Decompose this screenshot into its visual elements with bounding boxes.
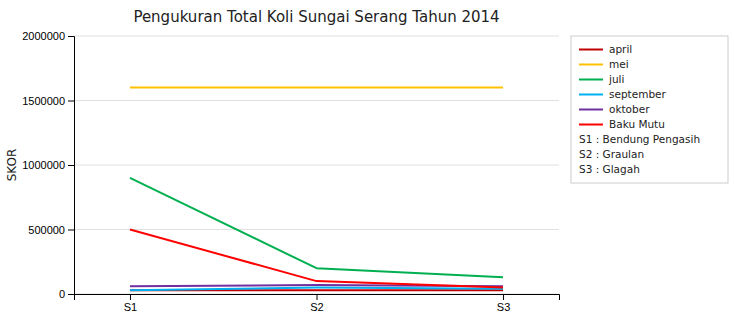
series-line <box>130 288 503 291</box>
y-tick-label: 1000000 <box>22 159 65 171</box>
legend-label: september <box>609 88 667 100</box>
legend-label: april <box>609 43 632 55</box>
y-tick: 1500000 <box>22 95 74 107</box>
series-line <box>130 178 503 277</box>
chart: 0 500000 1000000 1500000 2000000 S1 S2 S3 Penguk… <box>0 0 734 320</box>
x-axis-line <box>75 295 560 301</box>
grid-line <box>74 165 559 166</box>
y-tick-mark <box>68 101 74 102</box>
y-tick-label: 1500000 <box>22 95 65 107</box>
y-tick-label: 500000 <box>28 224 65 236</box>
legend-swatch <box>579 109 603 111</box>
annotation: S2 : Graulan <box>579 148 644 160</box>
series-line <box>130 87 503 89</box>
x-tick-mark <box>317 294 318 300</box>
legend-label: oktober <box>609 103 650 115</box>
grid-line <box>74 229 559 230</box>
grid-line <box>74 100 559 101</box>
grid <box>74 36 559 294</box>
y-tick-label: 0 <box>59 288 65 300</box>
series-line <box>130 230 503 288</box>
legend-swatch <box>579 94 603 96</box>
x-tick-mark <box>503 294 504 300</box>
legend-swatch <box>579 124 603 126</box>
x-axis: S1 S2 S3 <box>75 294 560 313</box>
y-axis-line <box>68 37 75 295</box>
y-tick-label: 2000000 <box>22 30 65 42</box>
legend-label: juli <box>608 73 624 85</box>
y-tick-mark <box>68 36 74 37</box>
y-tick-mark <box>68 230 74 231</box>
annotation: S1 : Bendung Pengasih <box>579 133 700 145</box>
legend-label: mei <box>609 58 629 70</box>
annotation: S3 : Glagah <box>579 163 640 175</box>
y-axis: 0 500000 1000000 1500000 2000000 <box>22 30 74 300</box>
x-tick: S1 <box>124 294 137 313</box>
legend-swatch <box>579 79 603 81</box>
grid-line <box>74 36 559 37</box>
x-tick-mark <box>130 294 131 300</box>
legend-label: Baku Mutu <box>609 118 665 130</box>
y-tick: 500000 <box>28 224 74 236</box>
y-tick-mark <box>68 165 74 166</box>
legend-box <box>571 36 728 183</box>
x-tick-label: S2 <box>310 301 323 313</box>
legend-swatch <box>579 64 603 66</box>
plot: 0 500000 1000000 1500000 2000000 S1 S2 S3 <box>22 30 559 313</box>
x-tick-label: S3 <box>497 301 510 313</box>
series-group <box>130 88 503 291</box>
x-tick: S3 <box>497 294 510 313</box>
y-tick: 0 <box>59 288 74 300</box>
title: Pengukuran Total Koli Sungai Serang Tahu… <box>133 8 499 26</box>
y-axis-title: SKOR <box>5 149 19 182</box>
x-tick: S2 <box>310 294 323 313</box>
x-tick-label: S1 <box>124 301 137 313</box>
y-tick: 1000000 <box>22 159 74 171</box>
y-tick: 2000000 <box>22 30 74 42</box>
legend: april mei juli september oktober Baku Mutu S1 … <box>571 36 728 183</box>
legend-swatch <box>579 49 603 51</box>
y-tick-mark <box>68 294 74 295</box>
